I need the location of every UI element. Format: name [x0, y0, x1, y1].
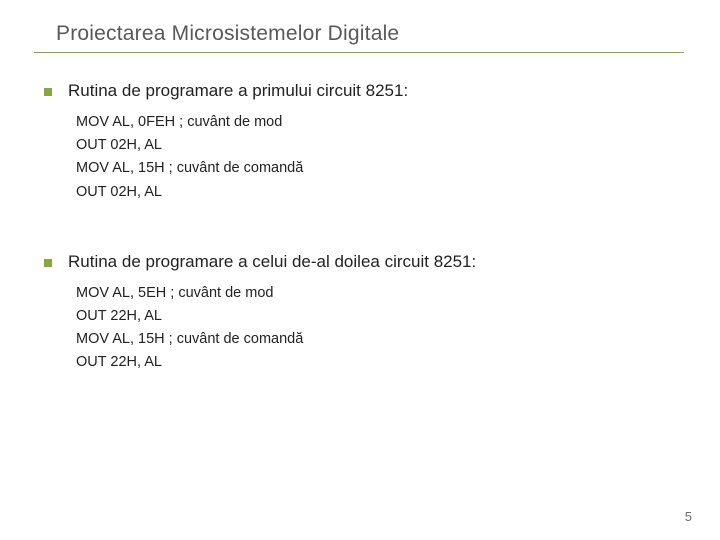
code-block: MOV AL, 0FEH ; cuvânt de mod OUT 02H, AL…: [44, 111, 684, 204]
section-heading-row: Rutina de programare a celui de-al doile…: [44, 252, 684, 272]
title-bullet-icon: [36, 29, 46, 39]
code-block: MOV AL, 5EH ; cuvânt de mod OUT 22H, AL …: [44, 282, 684, 375]
code-line: OUT 22H, AL: [76, 351, 684, 374]
code-line: MOV AL, 15H ; cuvânt de comandă: [76, 328, 684, 351]
page-number: 5: [685, 509, 692, 524]
title-underline: [34, 52, 684, 53]
code-line: OUT 02H, AL: [76, 181, 684, 204]
slide-title: Proiectarea Microsistemelor Digitale: [56, 22, 399, 46]
square-bullet-icon: [44, 88, 52, 96]
title-row: Proiectarea Microsistemelor Digitale: [36, 22, 684, 46]
code-line: MOV AL, 5EH ; cuvânt de mod: [76, 282, 684, 305]
section-heading-row: Rutina de programare a primului circuit …: [44, 81, 684, 101]
slide: Proiectarea Microsistemelor Digitale Rut…: [0, 0, 720, 540]
section-heading: Rutina de programare a primului circuit …: [68, 81, 408, 101]
section-heading: Rutina de programare a celui de-al doile…: [68, 252, 476, 272]
code-line: OUT 22H, AL: [76, 305, 684, 328]
slide-content: Rutina de programare a primului circuit …: [36, 81, 684, 375]
code-line: MOV AL, 15H ; cuvânt de comandă: [76, 157, 684, 180]
square-bullet-icon: [44, 259, 52, 267]
code-line: OUT 02H, AL: [76, 134, 684, 157]
code-line: MOV AL, 0FEH ; cuvânt de mod: [76, 111, 684, 134]
